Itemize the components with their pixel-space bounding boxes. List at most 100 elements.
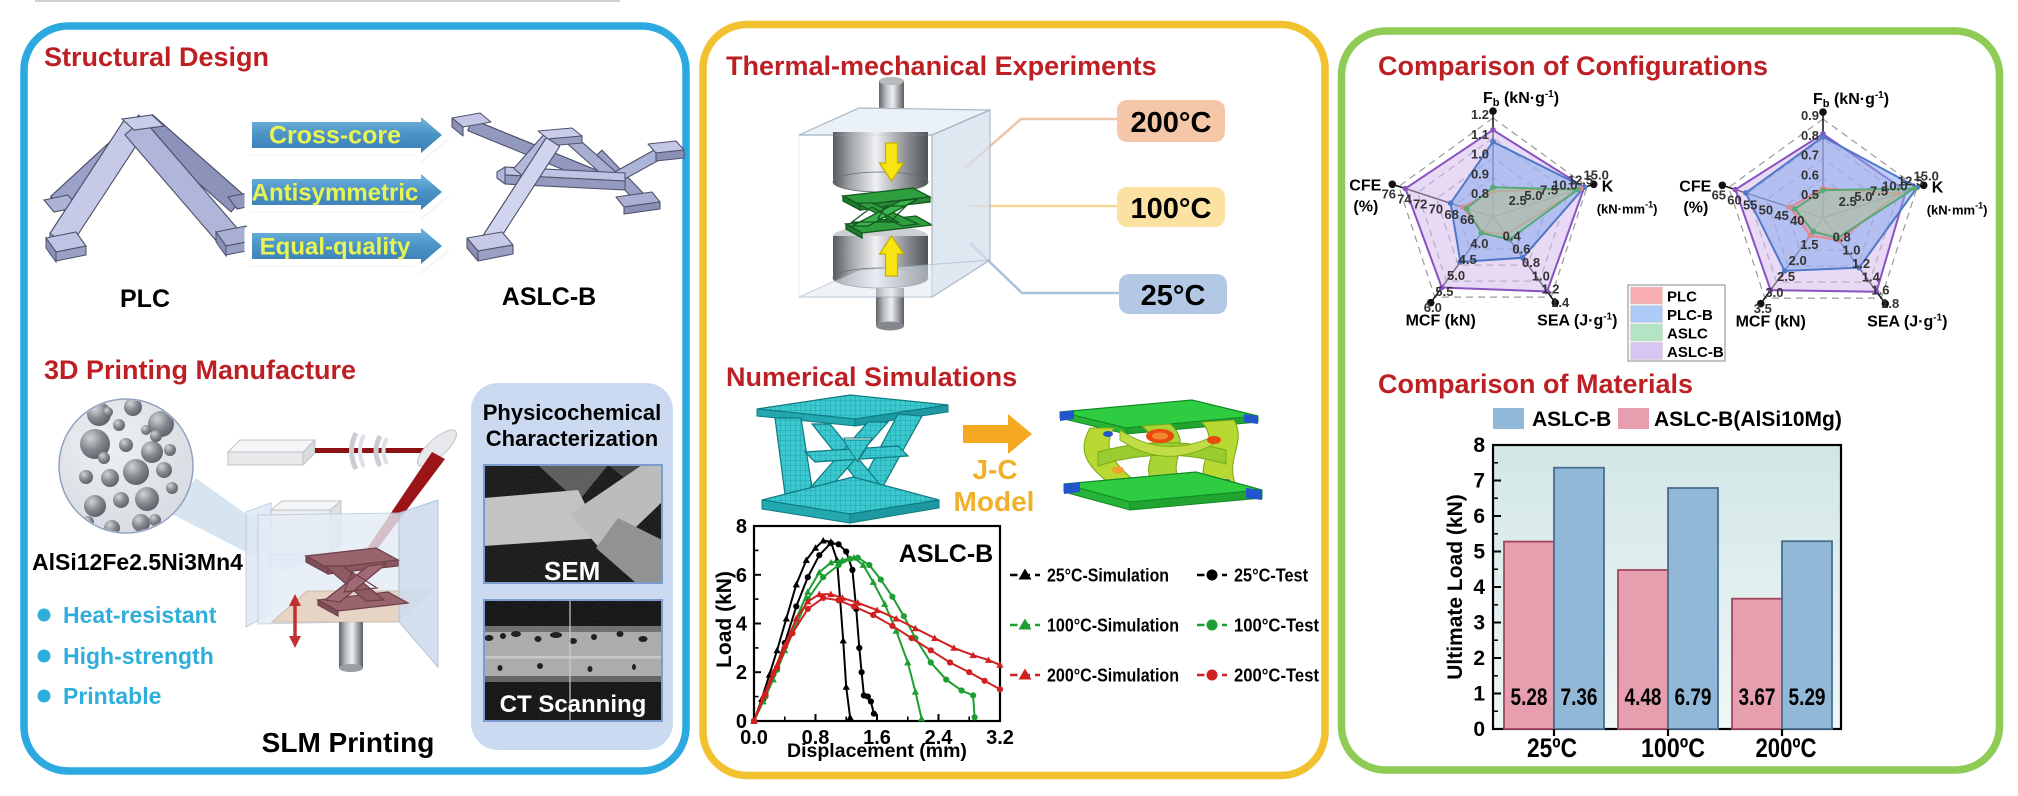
svg-text:3.67: 3.67 [1739, 684, 1776, 711]
svg-text:PLC-B: PLC-B [1667, 307, 1713, 324]
svg-text:76: 76 [1382, 186, 1396, 201]
svg-text:0.8: 0.8 [1833, 229, 1851, 244]
svg-text:K: K [1602, 178, 1614, 195]
svg-text:2.5: 2.5 [1777, 269, 1795, 284]
svg-text:(kN·mm-1): (kN·mm-1) [1927, 200, 1988, 217]
svg-text:70: 70 [1429, 202, 1443, 217]
svg-text:AlSi12Fe2.5Ni3Mn4: AlSi12Fe2.5Ni3Mn4 [32, 549, 243, 575]
svg-text:1.6: 1.6 [863, 727, 891, 749]
svg-text:5: 5 [1473, 541, 1485, 564]
svg-text:4.48: 4.48 [1625, 684, 1662, 711]
svg-text:4: 4 [736, 614, 748, 636]
svg-text:6: 6 [1473, 505, 1485, 528]
svg-text:1.6: 1.6 [1871, 283, 1889, 298]
svg-text:1.2: 1.2 [1541, 282, 1559, 297]
svg-text:CT Scanning: CT Scanning [500, 691, 647, 718]
svg-text:0: 0 [736, 711, 747, 733]
svg-text:72: 72 [1413, 197, 1427, 212]
svg-text:2.4: 2.4 [925, 727, 954, 749]
svg-text:5.29: 5.29 [1789, 684, 1826, 711]
svg-text:CFE: CFE [1679, 178, 1711, 195]
svg-text:25°C: 25°C [1141, 280, 1206, 312]
svg-text:200°C-Test: 200°C-Test [1234, 666, 1319, 686]
svg-text:Ultimate Load (kN): Ultimate Load (kN) [1444, 494, 1467, 680]
svg-text:45: 45 [1774, 208, 1788, 223]
svg-text:10.0: 10.0 [1552, 178, 1577, 193]
svg-text:0.4: 0.4 [1503, 228, 1522, 243]
svg-text:1.5: 1.5 [1800, 237, 1818, 252]
svg-text:0.6: 0.6 [1801, 167, 1819, 182]
svg-text:2: 2 [1473, 647, 1485, 670]
svg-text:Heat-resistant: Heat-resistant [63, 602, 217, 628]
svg-text:PLC: PLC [120, 285, 170, 313]
svg-text:1.4: 1.4 [1551, 295, 1570, 310]
svg-text:7: 7 [1473, 470, 1485, 493]
svg-text:8: 8 [1473, 434, 1485, 457]
svg-text:0.8: 0.8 [802, 727, 830, 749]
svg-text:200ºC: 200ºC [1756, 733, 1817, 763]
svg-text:4.0: 4.0 [1470, 236, 1488, 251]
svg-text:100°C: 100°C [1131, 193, 1212, 225]
svg-text:100ºC: 100ºC [1641, 733, 1705, 763]
svg-text:CFE: CFE [1349, 177, 1381, 194]
svg-text:Fb (kN·g-1): Fb (kN·g-1) [1483, 89, 1559, 109]
svg-text:Characterization: Characterization [486, 426, 658, 451]
svg-text:Structural Design: Structural Design [44, 42, 269, 72]
svg-text:Equal-quality: Equal-quality [260, 234, 411, 261]
svg-text:1.0: 1.0 [1842, 243, 1860, 258]
svg-text:8: 8 [736, 516, 747, 538]
svg-text:100°C-Simulation: 100°C-Simulation [1047, 616, 1179, 636]
svg-text:7.5: 7.5 [1870, 184, 1888, 199]
svg-text:PLC: PLC [1667, 289, 1697, 306]
svg-text:66: 66 [1460, 212, 1474, 227]
svg-text:SEA (J·g-1): SEA (J·g-1) [1537, 312, 1617, 330]
svg-text:Fb (kN·g-1): Fb (kN·g-1) [1813, 90, 1889, 110]
svg-text:Physicochemical: Physicochemical [483, 400, 662, 425]
svg-text:5.0: 5.0 [1524, 188, 1542, 203]
svg-text:0.5: 0.5 [1801, 187, 1819, 202]
svg-text:0.8: 0.8 [1801, 128, 1819, 143]
svg-text:0: 0 [1473, 718, 1485, 741]
svg-text:40: 40 [1790, 213, 1804, 228]
svg-text:0.0: 0.0 [740, 727, 768, 749]
svg-text:4: 4 [1473, 576, 1485, 599]
svg-text:6.79: 6.79 [1675, 684, 1712, 711]
svg-text:0.7: 0.7 [1801, 148, 1819, 163]
svg-text:5.0: 5.0 [1854, 189, 1872, 204]
svg-text:Cross-core: Cross-core [269, 122, 401, 150]
svg-text:2.5: 2.5 [1509, 193, 1527, 208]
svg-text:200°C: 200°C [1131, 107, 1212, 139]
svg-text:5.0: 5.0 [1447, 268, 1465, 283]
svg-text:3.5: 3.5 [1754, 301, 1772, 316]
svg-text:(%): (%) [1683, 199, 1708, 216]
svg-text:1.2: 1.2 [1471, 107, 1489, 122]
svg-text:K: K [1932, 179, 1944, 196]
svg-text:2.5: 2.5 [1839, 194, 1857, 209]
svg-text:7.36: 7.36 [1561, 684, 1598, 711]
svg-text:1.0: 1.0 [1532, 268, 1550, 283]
svg-text:ASLC-B: ASLC-B [1667, 344, 1724, 361]
svg-text:3: 3 [1473, 612, 1485, 635]
svg-text:Numerical Simulations: Numerical Simulations [726, 362, 1017, 392]
svg-text:5.28: 5.28 [1511, 684, 1548, 711]
svg-text:6: 6 [736, 565, 747, 587]
svg-text:25°C-Simulation: 25°C-Simulation [1047, 566, 1169, 586]
svg-text:MCF (kN): MCF (kN) [1736, 314, 1806, 331]
svg-text:J-C: J-C [972, 454, 1017, 485]
svg-text:2.0: 2.0 [1789, 253, 1807, 268]
svg-text:(%): (%) [1353, 198, 1378, 215]
svg-text:3D Printing Manufacture: 3D Printing Manufacture [44, 355, 356, 385]
svg-text:ASLC-B(AlSi10Mg): ASLC-B(AlSi10Mg) [1654, 408, 1842, 431]
svg-text:Thermal-mechanical Experiments: Thermal-mechanical Experiments [726, 51, 1157, 81]
svg-text:74: 74 [1397, 192, 1412, 207]
svg-text:1.8: 1.8 [1881, 296, 1899, 311]
svg-text:1.2: 1.2 [1852, 256, 1870, 271]
svg-text:12.5: 12.5 [1898, 174, 1923, 189]
svg-text:ASLC-B: ASLC-B [502, 283, 596, 311]
svg-text:ASLC-B: ASLC-B [899, 540, 993, 568]
svg-text:50: 50 [1759, 203, 1773, 218]
svg-text:High-strength: High-strength [63, 643, 214, 669]
svg-text:100°C-Test: 100°C-Test [1234, 616, 1319, 636]
svg-text:7.5: 7.5 [1540, 183, 1558, 198]
svg-text:12.5: 12.5 [1568, 173, 1593, 188]
